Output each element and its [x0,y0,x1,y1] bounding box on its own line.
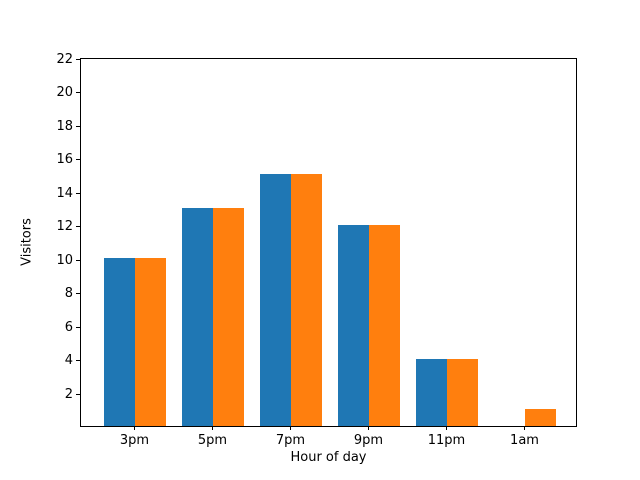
y-axis-label: Visitors [19,218,35,266]
y-tick-label: 8 [64,286,73,302]
y-tick-mark [76,393,80,395]
bar-series-orange-7pm [290,174,322,426]
y-tick-mark [76,360,80,362]
x-tick-mark [368,426,369,430]
bar-series-blue-5pm [181,207,213,426]
y-tick-label: 12 [56,219,73,235]
y-tick-label: 6 [64,319,73,335]
x-tick-mark [290,426,291,430]
y-tick-label: 16 [56,152,73,168]
y-tick-label: 10 [56,252,73,268]
x-tick-label: 9pm [353,433,384,448]
y-tick-label: 20 [56,85,73,101]
x-tick-label: 1am [510,433,539,448]
x-tick-mark [446,426,447,430]
y-tick-mark [76,159,80,161]
y-tick-label: 4 [64,353,73,369]
y-tick-mark [76,326,80,328]
x-tick-label: 11pm [427,433,466,448]
y-tick-mark [76,58,80,60]
x-tick-label: 5pm [197,433,228,448]
bar-series-blue-9pm [337,224,369,426]
bar-series-orange-3pm [134,258,166,426]
bar-series-blue-7pm [259,174,291,426]
y-tick-mark [76,259,80,261]
y-tick-label: 14 [56,185,73,201]
x-tick-mark [524,426,525,430]
x-tick-label: 3pm [119,433,150,448]
y-tick-mark [76,92,80,94]
y-tick-mark [76,293,80,295]
bar-series-blue-11pm [415,358,447,426]
y-tick-label: 2 [64,386,73,402]
y-tick-label: 22 [56,51,73,67]
bar-series-orange-11pm [446,358,478,426]
x-axis-label: Hour of day [290,450,367,465]
x-tick-mark [212,426,213,430]
x-tick-mark [134,426,135,430]
y-tick-mark [76,125,80,127]
plot-area: 2 4 6 8 10 12 14 16 18 20 22 3pm 5pm 7pm 9pm 11pm 1am [56,53,577,447]
bar-series-orange-1am [524,409,556,426]
y-tick-label: 18 [56,118,73,134]
x-tick-label: 7pm [275,433,306,448]
bar-series-orange-5pm [212,207,244,426]
bar-series-orange-9pm [368,224,400,426]
y-tick-mark [76,226,80,228]
bar-series-blue-3pm [103,258,135,426]
y-tick-mark [76,192,80,194]
